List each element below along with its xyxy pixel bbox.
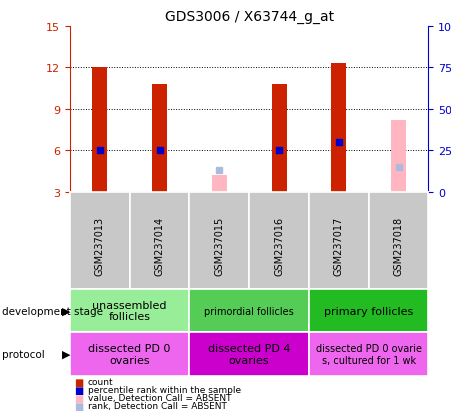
Text: ■: ■ bbox=[74, 377, 84, 387]
Title: GDS3006 / X63744_g_at: GDS3006 / X63744_g_at bbox=[165, 10, 334, 24]
Text: dissected PD 0
ovaries: dissected PD 0 ovaries bbox=[88, 343, 171, 365]
Text: rank, Detection Call = ABSENT: rank, Detection Call = ABSENT bbox=[88, 401, 227, 410]
Text: GSM237014: GSM237014 bbox=[155, 216, 165, 275]
Text: ▶: ▶ bbox=[62, 349, 71, 359]
Bar bbox=[92, 68, 107, 192]
Text: GSM237015: GSM237015 bbox=[214, 216, 224, 275]
Text: ■: ■ bbox=[74, 385, 84, 395]
Text: unassembled
follicles: unassembled follicles bbox=[92, 300, 167, 322]
Bar bbox=[272, 85, 286, 192]
Text: primary follicles: primary follicles bbox=[324, 306, 413, 316]
Text: ■: ■ bbox=[74, 393, 84, 403]
Text: value, Detection Call = ABSENT: value, Detection Call = ABSENT bbox=[88, 393, 231, 402]
Text: dissected PD 0 ovarie
s, cultured for 1 wk: dissected PD 0 ovarie s, cultured for 1 … bbox=[316, 343, 422, 365]
Text: GSM237016: GSM237016 bbox=[274, 216, 284, 275]
Text: GSM237017: GSM237017 bbox=[334, 216, 344, 275]
Text: protocol: protocol bbox=[2, 349, 45, 359]
Bar bbox=[331, 64, 346, 192]
Text: count: count bbox=[88, 377, 114, 387]
Bar bbox=[391, 121, 406, 192]
Text: percentile rank within the sample: percentile rank within the sample bbox=[88, 385, 241, 394]
Text: development stage: development stage bbox=[2, 306, 103, 316]
Text: ■: ■ bbox=[74, 401, 84, 411]
Bar bbox=[152, 85, 167, 192]
Text: primordial follicles: primordial follicles bbox=[204, 306, 294, 316]
Text: ▶: ▶ bbox=[62, 306, 71, 316]
Text: GSM237013: GSM237013 bbox=[95, 216, 105, 275]
Bar bbox=[212, 176, 227, 192]
Text: GSM237018: GSM237018 bbox=[394, 216, 404, 275]
Text: dissected PD 4
ovaries: dissected PD 4 ovaries bbox=[208, 343, 290, 365]
